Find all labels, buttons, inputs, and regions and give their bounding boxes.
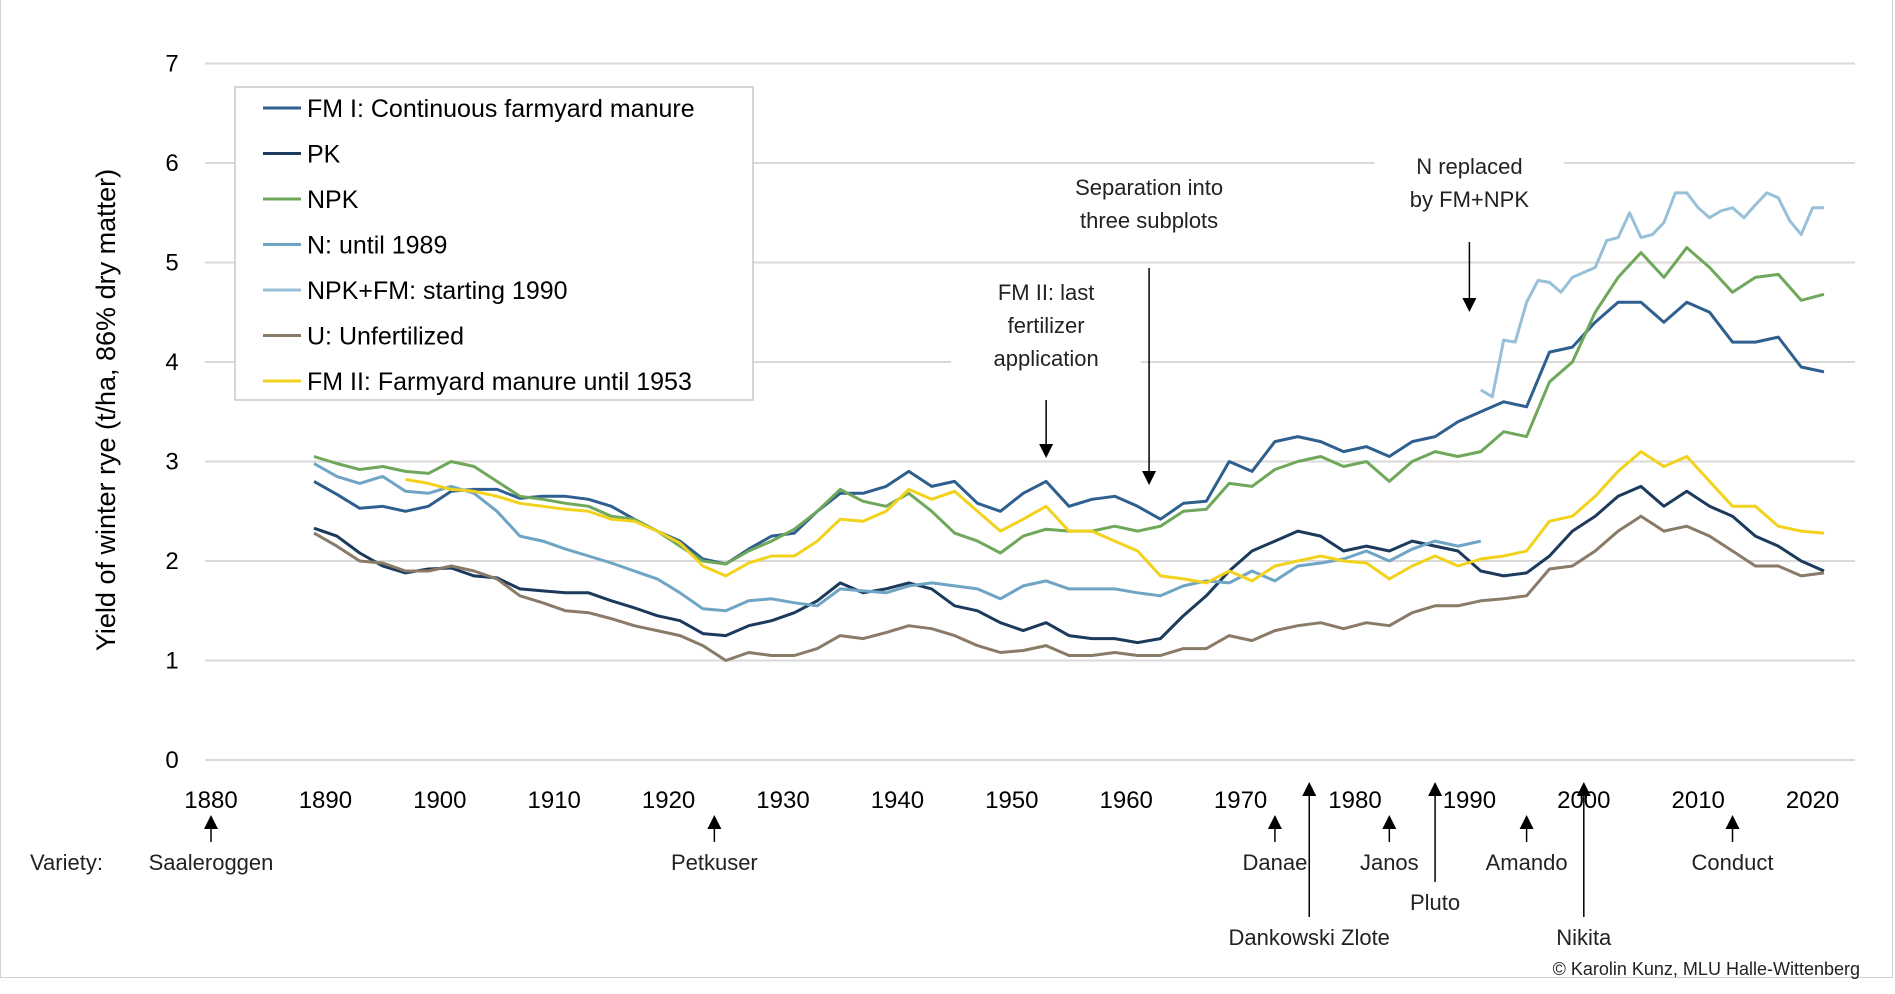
legend-label: FM II: Farmyard manure until 1953	[307, 368, 692, 396]
annotation-text: by FM+NPK	[1410, 187, 1530, 212]
variety-name: Conduct	[1692, 850, 1774, 875]
x-tick-label: 1950	[985, 787, 1038, 814]
x-tick-label: 2010	[1672, 787, 1725, 814]
variety-name: Danae	[1242, 850, 1307, 875]
legend-label: PK	[307, 141, 341, 169]
arrow-down-icon	[1142, 471, 1157, 485]
arrow-up-icon	[1382, 815, 1397, 829]
arrow-down-icon	[1462, 298, 1477, 312]
y-tick-label: 0	[165, 747, 178, 774]
x-tick-label: 1900	[413, 787, 466, 814]
arrow-up-icon	[1576, 782, 1591, 796]
x-tick-label: 1970	[1214, 787, 1267, 814]
arrow-up-icon	[1519, 815, 1534, 829]
series-lines	[313, 191, 1825, 662]
x-tick-label: 1880	[184, 787, 237, 814]
y-axis-ticks: 0 1 2 3 4 5 6 7	[165, 51, 178, 775]
y-tick-label: 1	[165, 648, 178, 675]
x-tick-label: 1920	[642, 787, 695, 814]
annotation-text: application	[994, 346, 1099, 371]
x-tick-label: 1930	[756, 787, 809, 814]
series-line	[313, 300, 1825, 566]
series-line	[405, 450, 1825, 585]
arrow-up-icon	[1302, 782, 1317, 796]
y-tick-label: 7	[165, 51, 178, 78]
annotation-text: three subplots	[1080, 208, 1218, 233]
legend-label: NPK+FM: starting 1990	[307, 277, 568, 305]
annotation-background	[1374, 146, 1565, 222]
x-tick-label: 2020	[1786, 787, 1839, 814]
legend-box	[234, 86, 754, 401]
legend-label: FM I: Continuous farmyard manure	[307, 95, 695, 123]
y-axis-label: Yield of winter rye (t/ha, 86% dry matte…	[91, 169, 121, 651]
series-line	[1480, 191, 1824, 399]
x-tick-label: 1940	[871, 787, 924, 814]
x-tick-label: 1960	[1100, 787, 1153, 814]
annotation-background	[951, 272, 1142, 381]
annotation-text: N replaced	[1416, 154, 1522, 179]
annotations: FM II: last fertilizer application Separati…	[951, 146, 1565, 485]
variety-markers: Saaleroggen Petkuser Danae Dankowski Zlote J…	[149, 782, 1774, 950]
x-tick-label: 1890	[299, 787, 352, 814]
annotation-text: FM II: last	[998, 280, 1095, 305]
legend-label: NPK	[307, 186, 359, 214]
arrow-up-icon	[1428, 782, 1443, 796]
y-tick-label: 2	[165, 548, 178, 575]
x-tick-label: 1980	[1328, 787, 1381, 814]
variety-label: Variety:	[30, 850, 103, 875]
x-tick-label: 1910	[528, 787, 581, 814]
arrow-up-icon	[707, 815, 722, 829]
legend: FM I: Continuous farmyard manure PK NPK N: …	[234, 86, 754, 401]
arrow-down-icon	[1039, 444, 1054, 458]
legend-label: U: Unfertilized	[307, 323, 464, 351]
series-line	[313, 462, 1482, 613]
legend-label: N: until 1989	[307, 232, 447, 260]
arrow-up-icon	[1267, 815, 1282, 829]
y-tick-label: 6	[165, 150, 178, 177]
y-tick-label: 4	[165, 349, 178, 376]
variety-name: Petkuser	[671, 850, 758, 875]
annotation-background	[1054, 167, 1245, 243]
series-line	[313, 484, 1825, 645]
y-tick-label: 5	[165, 250, 178, 277]
annotation-text: fertilizer	[1008, 313, 1085, 338]
annotation-text: Separation into	[1075, 175, 1223, 200]
arrow-up-icon	[1725, 815, 1740, 829]
variety-name: Pluto	[1410, 890, 1460, 915]
y-tick-label: 3	[165, 449, 178, 476]
x-tick-label: 1990	[1443, 787, 1496, 814]
arrow-up-icon	[204, 815, 218, 829]
variety-name: Janos	[1360, 850, 1419, 875]
variety-name: Dankowski Zlote	[1229, 925, 1390, 950]
x-axis-ticks: 1880 1890 1900 1910 1920 1930 1940 1950 1960 1970…	[184, 787, 1839, 814]
series-line	[313, 514, 1825, 662]
variety-name: Saaleroggen	[149, 850, 274, 875]
variety-name: Nikita	[1556, 925, 1612, 950]
copyright: © Karolin Kunz, MLU Halle-Wittenberg	[1553, 959, 1860, 979]
variety-name: Amando	[1486, 850, 1568, 875]
